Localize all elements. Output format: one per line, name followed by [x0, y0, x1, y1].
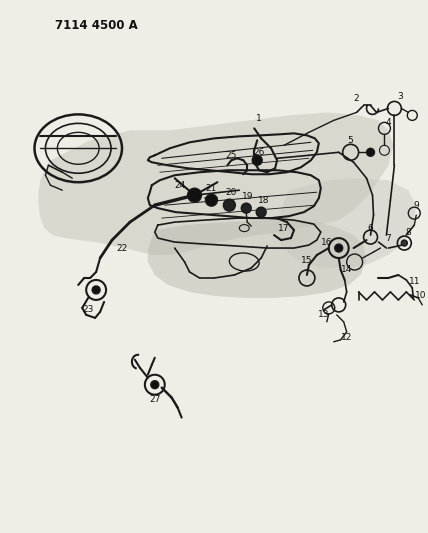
- Text: 8: 8: [405, 228, 411, 237]
- Text: 6: 6: [368, 224, 373, 232]
- Circle shape: [223, 199, 235, 211]
- Polygon shape: [277, 178, 416, 268]
- Text: 26: 26: [253, 148, 265, 157]
- Text: 14: 14: [341, 265, 352, 274]
- Circle shape: [252, 155, 262, 165]
- Circle shape: [335, 244, 343, 252]
- Text: 17: 17: [278, 224, 290, 232]
- Text: 2: 2: [354, 94, 360, 103]
- Text: 4: 4: [386, 118, 391, 127]
- Text: 5: 5: [348, 136, 354, 145]
- Text: 19: 19: [241, 192, 253, 201]
- Text: 11: 11: [408, 278, 420, 286]
- Circle shape: [205, 194, 217, 206]
- Text: 25: 25: [226, 151, 237, 160]
- Polygon shape: [148, 220, 366, 298]
- Text: 18: 18: [259, 196, 270, 205]
- Text: 7: 7: [386, 233, 391, 243]
- Text: 13: 13: [318, 310, 330, 319]
- Text: 23: 23: [83, 305, 94, 314]
- Circle shape: [366, 148, 374, 156]
- Circle shape: [401, 240, 407, 246]
- Text: 9: 9: [413, 200, 419, 209]
- Text: 22: 22: [116, 244, 128, 253]
- Circle shape: [256, 207, 266, 217]
- Text: 24: 24: [174, 181, 185, 190]
- Text: 7114 4500 A: 7114 4500 A: [55, 19, 138, 31]
- Text: 15: 15: [301, 255, 312, 264]
- Circle shape: [187, 188, 202, 202]
- Text: 3: 3: [398, 92, 403, 101]
- Text: 27: 27: [149, 395, 160, 404]
- Text: 21: 21: [206, 184, 217, 193]
- Text: 16: 16: [321, 238, 333, 247]
- Text: 12: 12: [341, 333, 352, 342]
- Circle shape: [151, 381, 159, 389]
- Text: 20: 20: [226, 188, 237, 197]
- Circle shape: [92, 286, 100, 294]
- Text: 1: 1: [256, 114, 262, 123]
- Text: 10: 10: [414, 292, 426, 301]
- Circle shape: [241, 203, 251, 213]
- Polygon shape: [39, 112, 393, 255]
